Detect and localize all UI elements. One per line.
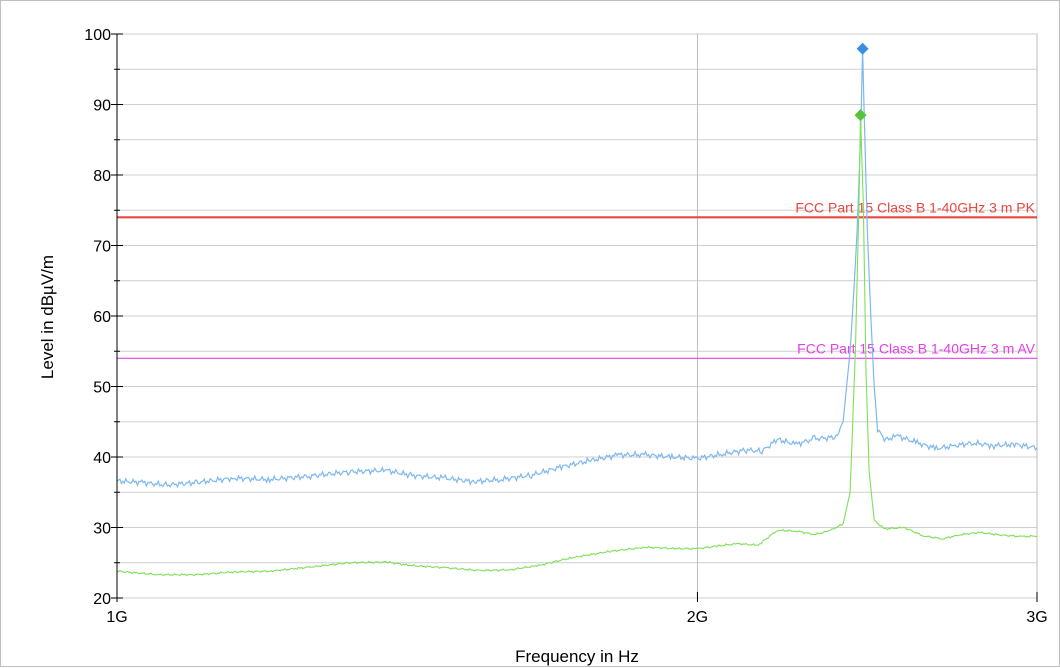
y-tick-label: 80 [93,168,111,185]
y-tick-label: 50 [93,380,111,397]
series-trace [116,48,1038,489]
y-tick-label: 70 [93,239,111,256]
limit-line-label: FCC Part 15 Class B 1-40GHz 3 m PK [795,199,1035,215]
peak-marker [854,109,867,122]
y-tick-label: 90 [93,98,111,115]
x-tick-label: 3G [1026,609,1047,626]
y-tick-label: 100 [84,27,111,44]
y-tick-label: 20 [93,591,111,608]
y-tick-label: 60 [93,309,111,326]
x-axis-title: Frequency in Hz [515,647,639,666]
peak-markers [854,42,869,122]
y-tick-label: 40 [93,450,111,467]
grid [116,33,1038,599]
y-tick-label: 30 [93,521,111,538]
peak-marker [856,42,869,55]
series-trace [116,115,1038,577]
y-axis-title: Level in dBµV/m [38,255,57,379]
limit-line-label: FCC Part 15 Class B 1-40GHz 3 m AV [797,340,1035,356]
limit-lines: FCC Part 15 Class B 1-40GHz 3 m PK FCC Pa… [117,199,1037,359]
series-lines [116,48,1038,577]
axes: 20 30 40 50 60 70 80 90 100 1G 2G 3G [84,27,1047,626]
x-tick-label: 1G [106,609,127,626]
x-tick-label: 2G [687,609,708,626]
